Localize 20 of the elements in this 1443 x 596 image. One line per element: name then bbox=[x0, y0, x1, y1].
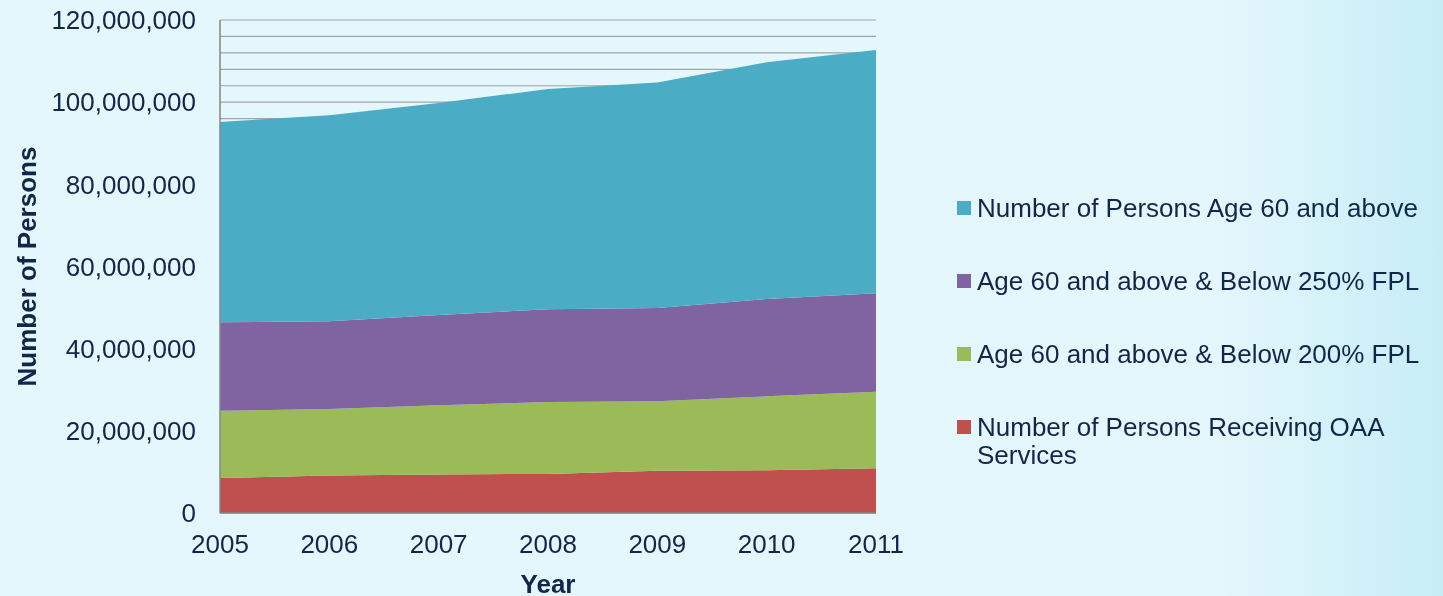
y-tick-label: 120,000,000 bbox=[51, 5, 196, 36]
y-tick-label: 60,000,000 bbox=[65, 251, 196, 282]
y-tick-label: 80,000,000 bbox=[65, 169, 196, 200]
x-tick-label: 2010 bbox=[737, 529, 796, 560]
y-tick-label: 20,000,000 bbox=[65, 416, 196, 447]
x-tick-label: 2011 bbox=[848, 529, 904, 560]
legend-label: Age 60 and above & Below 200% FPL bbox=[977, 339, 1421, 369]
x-tick-label: 2006 bbox=[300, 529, 359, 560]
legend-label: Age 60 and above & Below 250% FPL bbox=[977, 266, 1421, 296]
x-tick-label: 2005 bbox=[191, 529, 249, 560]
y-tick-label: 40,000,000 bbox=[65, 333, 196, 364]
legend-label: Number of Persons Age 60 and above bbox=[977, 193, 1419, 223]
y-tick-label: 0 bbox=[181, 498, 196, 529]
x-tick-label: 2007 bbox=[409, 529, 468, 560]
x-tick-label: 2009 bbox=[628, 529, 687, 560]
x-axis-title: Year bbox=[520, 569, 576, 596]
y-axis-title: Number of Persons bbox=[12, 146, 42, 387]
x-tick-label: 2008 bbox=[519, 529, 577, 560]
y-tick-label: 100,000,000 bbox=[51, 87, 196, 118]
legend-label: Number of Persons Receiving OAA Services bbox=[977, 412, 1385, 470]
